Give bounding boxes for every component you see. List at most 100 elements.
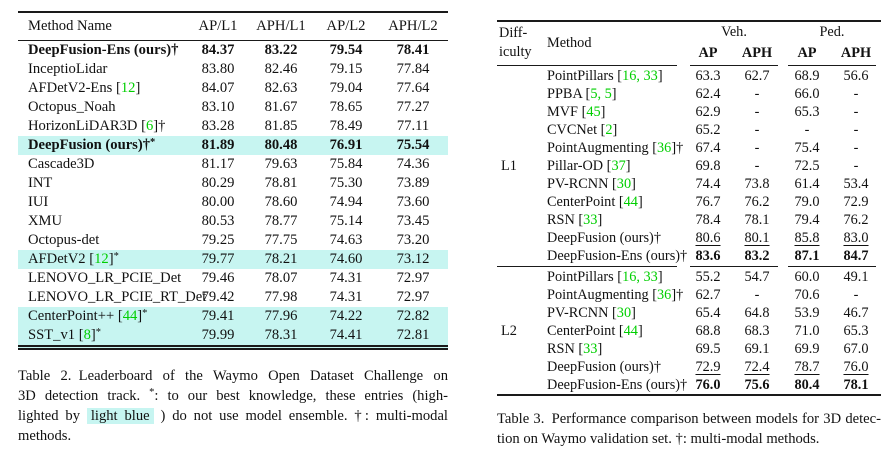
value: 68.9: [794, 67, 820, 84]
table-row: CVCNet [2] 65.2 - - -: [497, 121, 881, 139]
table3-body: L1 PointPillars [16, 33] 63.3 62.7 68.9 56.6 P…: [497, 67, 881, 395]
value-cell: 65.4: [685, 304, 731, 322]
value-cell: 79.25: [201, 232, 235, 248]
method-cell: Octopus-det: [18, 231, 188, 250]
dagger-mark: †: [171, 42, 179, 58]
rule-bar: [690, 64, 778, 67]
header-row-2: AP APH AP APH: [497, 43, 881, 64]
method-name: Octopus-det: [28, 232, 100, 248]
value-cell: 81.85: [264, 118, 298, 134]
method-cell: SST_v1 [8]*: [18, 326, 188, 348]
value-cell: 78.65: [329, 99, 363, 115]
value: 73.8: [744, 175, 770, 192]
value-cell: -: [731, 157, 783, 175]
value-cell: -: [831, 85, 881, 103]
method-cell: RSN [33]: [547, 211, 685, 229]
citation-number: 5, 5: [590, 85, 612, 102]
value: 46.7: [843, 304, 869, 321]
value: -: [754, 85, 760, 102]
value-cell: 75.6: [731, 376, 783, 395]
method-name: DeepFusion-Ens (ours): [547, 376, 681, 393]
citation: [2]: [597, 121, 618, 138]
table-row: XMU 80.53 78.77 75.14 73.45: [18, 212, 448, 231]
method-name: RSN: [547, 340, 575, 357]
value-cell: 73.45: [396, 213, 430, 229]
method-cell: CenterPoint++ [44]*: [18, 307, 188, 326]
value-cell: 66.0: [783, 85, 831, 103]
value-cell: 76.0: [831, 358, 881, 376]
value-cell: 71.0: [783, 322, 831, 340]
method-name: CVCNet: [547, 121, 598, 138]
rule-segment: [685, 64, 783, 67]
value: 54.7: [744, 268, 770, 285]
value-cell: 79.77: [201, 251, 235, 267]
method-name: Pillar-OD: [547, 157, 604, 174]
method-cell: PV-RCNN [30]: [547, 304, 685, 322]
caption-text: : to our best knowledge, these entries (…: [154, 387, 448, 404]
table-row: SST_v1 [8]* 79.99 78.31 74.41 72.81: [18, 326, 448, 348]
column-header: APH/L1: [248, 12, 314, 41]
value-cell: 73.60: [396, 194, 430, 210]
value-cell: 79.42: [201, 289, 235, 305]
value-cell: 62.7: [731, 67, 783, 85]
value: 72.5: [794, 157, 820, 174]
rule-bar: [788, 265, 876, 268]
value: 83.2: [744, 247, 770, 264]
value: 78.1: [744, 211, 770, 228]
citation-number: 2: [605, 121, 613, 138]
value-cell: 74.31: [329, 270, 363, 286]
method-cell: DeepFusion (ours)†*: [18, 136, 188, 155]
column-header: AP: [797, 45, 817, 61]
value-cell: 79.04: [329, 80, 363, 96]
method-cell: CenterPoint [44]: [547, 193, 685, 211]
rule-segment: [783, 265, 881, 268]
method-cell: XMU: [18, 212, 188, 231]
value-cell: 81.17: [201, 156, 235, 172]
method-cell: DeepFusion-Ens (ours)†: [547, 376, 687, 395]
rule-bar: [788, 64, 876, 67]
value: 72.9: [695, 358, 721, 375]
value: 79.0: [794, 193, 820, 210]
value-cell: 68.8: [685, 322, 731, 340]
star-mark: *: [142, 307, 148, 319]
value-cell: 77.84: [396, 61, 430, 77]
value-cell: 73.8: [731, 175, 783, 193]
value-cell: 74.60: [329, 251, 363, 267]
method-cell: RSN [33]: [547, 340, 685, 358]
value-cell: 84.37: [201, 42, 235, 58]
table-row: L2 PointPillars [16, 33] 55.2 54.7 60.0 49.1: [497, 268, 881, 339]
star-mark: *: [113, 250, 119, 262]
value-cell: 83.22: [264, 42, 298, 58]
value-cell: 76.2: [831, 211, 881, 229]
value: -: [754, 139, 760, 156]
table3: Diff-iculty Method Veh. Ped. AP APH AP APH L1 Po…: [497, 20, 881, 396]
method-cell: Octopus_Noah: [18, 98, 188, 117]
value-cell: 78.41: [396, 42, 430, 58]
method-cell: LENOVO_LR_PCIE_RT_Det: [18, 288, 206, 307]
table-row: HorizonLiDAR3D [6]† 83.28 81.85 78.49 77.11: [18, 117, 448, 136]
method-cell: DeepFusion-Ens (ours)†: [547, 247, 687, 265]
caption-line: tion on Waymo validation set. †: multi-m…: [497, 430, 881, 450]
method-name: AFDetV2: [28, 251, 86, 267]
dagger-mark: †: [676, 139, 684, 156]
method-cell: DeepFusion-Ens (ours)†: [18, 41, 188, 61]
value-cell: 72.5: [783, 157, 831, 175]
citation-number: 16, 33: [622, 67, 658, 84]
citation: [6]: [137, 118, 159, 134]
value-cell: 77.64: [396, 80, 430, 96]
value-cell: 80.00: [201, 194, 235, 210]
column-header: AP/L1: [188, 12, 248, 41]
value: 69.8: [695, 157, 721, 174]
citation-number: 44: [122, 308, 138, 324]
value-cell: 85.8: [783, 229, 831, 247]
caption-text: ) do not use model ensemble. †: multi-mo…: [153, 408, 448, 424]
method-cell: PointPillars [16, 33]: [547, 67, 685, 85]
table-row: L1 PointPillars [16, 33] 63.3 62.7 68.9 56.6: [497, 67, 881, 174]
value: 72.9: [843, 193, 869, 210]
value-cell: 82.63: [264, 80, 298, 96]
rule-bar: [690, 265, 778, 268]
value: 65.4: [695, 304, 721, 321]
method-name: XMU: [28, 213, 63, 229]
superscript-star: *: [149, 387, 155, 398]
